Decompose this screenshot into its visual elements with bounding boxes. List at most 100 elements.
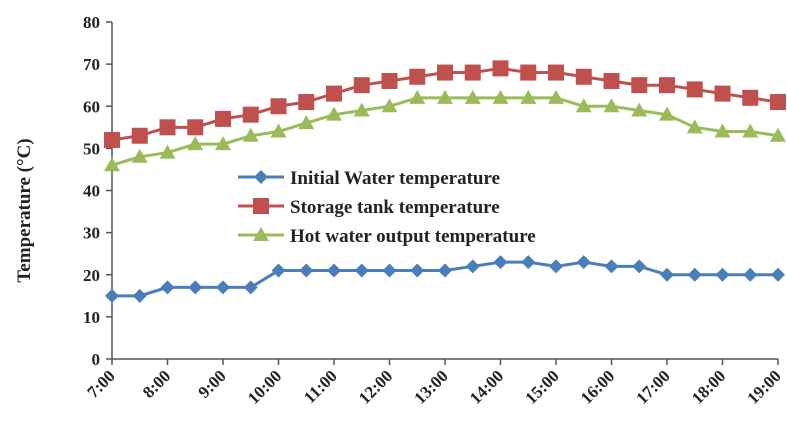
x-tick-label: 18:00 — [688, 366, 729, 407]
data-point — [104, 157, 120, 172]
x-tick-label: 8:00 — [139, 366, 174, 401]
y-tick-label: 0 — [92, 350, 101, 369]
data-point — [159, 119, 176, 136]
data-point — [714, 85, 731, 102]
data-point — [660, 267, 674, 282]
y-tick-label: 10 — [83, 308, 100, 327]
y-tick-label: 70 — [83, 55, 100, 74]
data-point — [353, 77, 370, 94]
data-point — [299, 263, 314, 278]
legend: Initial Water temperature Storage tank te… — [238, 168, 536, 247]
data-point — [603, 72, 620, 89]
series-3 — [104, 89, 786, 172]
data-point — [326, 85, 342, 102]
data-point — [131, 148, 148, 163]
series-2 — [104, 60, 786, 148]
data-point — [715, 267, 730, 282]
data-point — [104, 131, 120, 148]
data-point — [326, 106, 342, 121]
legend-marker — [253, 198, 269, 214]
data-point — [659, 106, 675, 121]
data-point — [381, 98, 398, 113]
x-tick-label: 11:00 — [300, 366, 341, 407]
data-point — [271, 263, 286, 278]
legend-marker — [254, 170, 268, 184]
data-point — [464, 89, 481, 104]
data-point — [188, 280, 203, 295]
data-point — [548, 89, 564, 104]
y-tick-label: 80 — [83, 13, 100, 32]
data-point — [770, 127, 786, 142]
legend-entry: Initial Water temperature — [238, 168, 500, 189]
data-point — [576, 255, 591, 270]
x-tick-labels: 7:00 8:00 9:00 10:00 11:00 12:00 13:00 14:00 15:… — [83, 359, 785, 408]
data-point — [465, 259, 480, 274]
data-point — [105, 288, 119, 303]
data-point — [187, 119, 204, 136]
data-point — [743, 267, 758, 282]
series-line — [111, 96, 779, 167]
data-point — [438, 263, 452, 278]
data-point — [631, 102, 648, 117]
data-point — [549, 259, 563, 274]
y-tick-label: 20 — [83, 266, 100, 285]
data-point — [131, 127, 148, 144]
data-point — [437, 89, 453, 104]
data-point — [437, 64, 453, 81]
data-point — [354, 263, 369, 278]
data-point — [216, 280, 230, 295]
data-point — [603, 98, 620, 113]
data-point — [132, 288, 147, 303]
x-tick-label: 15:00 — [521, 366, 562, 407]
data-point — [520, 89, 537, 104]
data-point — [492, 60, 509, 77]
data-point — [242, 127, 259, 142]
data-point — [159, 144, 176, 159]
y-tick-label: 30 — [83, 224, 100, 243]
data-point — [714, 123, 731, 138]
data-point — [410, 263, 425, 278]
data-point — [270, 123, 287, 138]
data-point — [631, 77, 648, 94]
data-point — [770, 94, 786, 111]
data-point — [160, 280, 175, 295]
y-tick-labels: 0 10 20 30 40 50 60 70 80 — [83, 13, 112, 369]
data-point — [575, 98, 592, 113]
data-point — [298, 94, 315, 111]
data-point — [187, 136, 204, 151]
data-point — [659, 77, 675, 94]
y-tick-label: 40 — [83, 182, 100, 201]
series-1 — [105, 255, 785, 303]
x-tick-label: 12:00 — [355, 366, 396, 407]
x-tick-label: 19:00 — [743, 366, 784, 407]
data-point — [604, 259, 619, 274]
data-point — [548, 64, 564, 81]
data-point — [742, 89, 759, 106]
data-point — [215, 136, 231, 151]
x-tick-label: 10:00 — [244, 366, 285, 407]
data-point — [409, 68, 426, 85]
y-tick-label: 60 — [83, 97, 100, 116]
x-tick-label: 13:00 — [410, 366, 451, 407]
data-point — [243, 280, 258, 295]
legend-label: Storage tank temperature — [290, 197, 500, 218]
data-point — [687, 267, 702, 282]
x-tick-label: 16:00 — [577, 366, 618, 407]
data-point — [575, 68, 592, 85]
data-point — [409, 89, 426, 104]
series — [104, 60, 786, 303]
data-point — [327, 263, 341, 278]
x-tick-label: 9:00 — [194, 366, 229, 401]
x-tick-label: 7:00 — [83, 366, 118, 401]
data-point — [742, 123, 759, 138]
data-point — [464, 64, 481, 81]
data-point — [382, 263, 397, 278]
y-tick-label: 50 — [83, 139, 100, 158]
y-axis-title: Temperature (°C) — [14, 138, 35, 282]
data-point — [492, 89, 509, 104]
data-point — [381, 72, 398, 89]
data-point — [686, 81, 703, 98]
x-tick-label: 17:00 — [632, 366, 673, 407]
data-point — [493, 255, 508, 270]
